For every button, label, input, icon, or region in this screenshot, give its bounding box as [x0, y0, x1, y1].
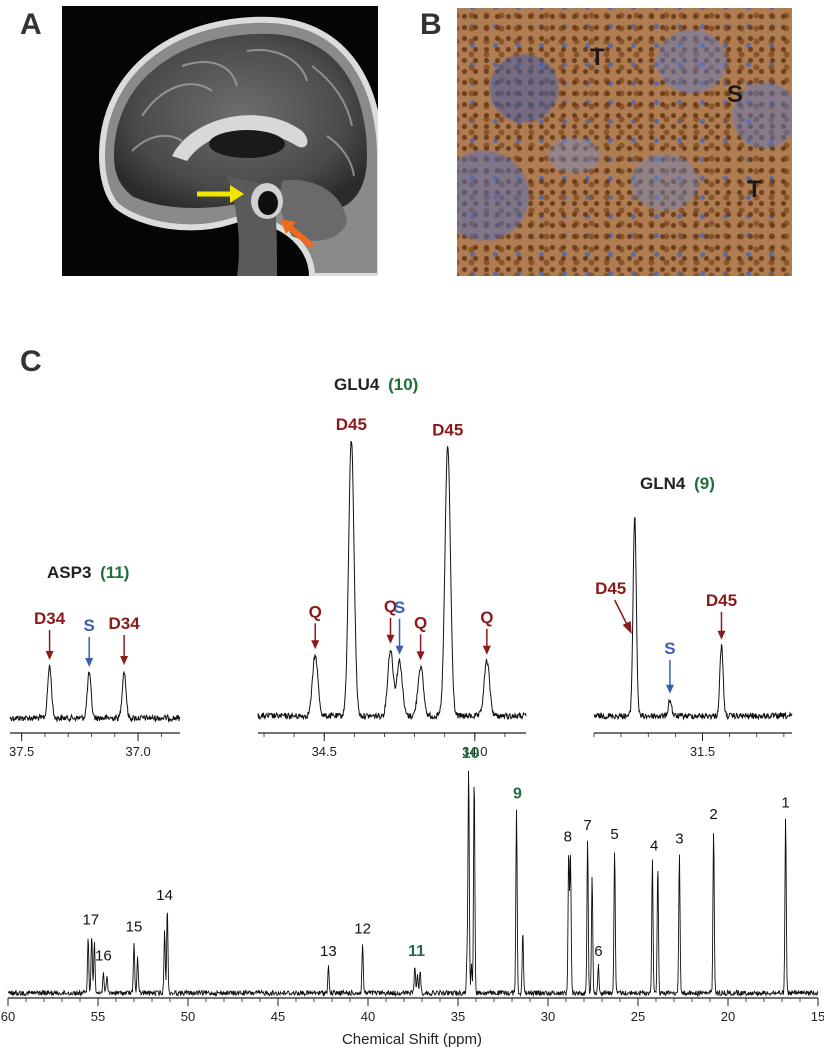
tick-label: 50	[181, 1009, 195, 1024]
peak-arrowhead	[717, 630, 726, 640]
peak-arrowhead	[311, 640, 320, 650]
tick-label: 37.5	[9, 744, 34, 759]
tick-label: 55	[91, 1009, 105, 1024]
peak-number-label: 15	[126, 918, 143, 935]
peak-arrowhead	[395, 645, 404, 655]
asp3-title: ASP3 (11)	[47, 563, 129, 582]
peak-assignment-label: S	[84, 616, 95, 635]
tick-label: 40	[361, 1009, 375, 1024]
peak-number-label: 9	[513, 786, 522, 803]
spectrum-trace	[593, 517, 793, 721]
peak-arrowhead	[482, 645, 491, 655]
peak-number-label: 6	[594, 943, 602, 960]
tick-label: 37.0	[125, 744, 150, 759]
tick-label: 60	[1, 1009, 15, 1024]
peak-arrowhead	[85, 658, 94, 667]
gyri	[131, 49, 355, 177]
orange-arrow-icon	[280, 219, 314, 249]
peak-arrowhead	[416, 651, 425, 661]
gln4-title: GLN4 (9)	[640, 474, 715, 493]
peak-assignment-label: D34	[109, 614, 141, 633]
yellow-arrow-icon	[197, 185, 244, 203]
peak-number-label: 10	[462, 745, 480, 762]
peak-number-label: 5	[610, 826, 618, 843]
peak-number-label: 3	[675, 831, 683, 848]
peak-number-label: 17	[82, 912, 99, 929]
ventricle	[209, 130, 285, 158]
peak-number-label: 2	[709, 806, 717, 823]
mri-drawing	[98, 16, 378, 276]
peak-arrowhead	[622, 621, 632, 634]
peak-assignment-label: Q	[309, 602, 322, 621]
tissue-label-tumor-2: T	[747, 176, 762, 203]
peak-assignment-label: Q	[480, 608, 493, 627]
peak-arrowhead	[386, 634, 395, 644]
tumor-cyst	[258, 191, 278, 215]
spectrum-trace	[7, 770, 819, 998]
peak-arrowhead	[45, 651, 54, 660]
peak-number-label: 11	[408, 943, 425, 960]
tick-label: 15	[811, 1009, 824, 1024]
tick-label: 34.0	[462, 744, 487, 759]
peak-number-label: 4	[650, 837, 658, 854]
peak-assignment-label: D45	[336, 415, 367, 434]
corpus-callosum	[172, 115, 308, 161]
x-axis-label: Chemical Shift (ppm)	[342, 1031, 482, 1048]
tick-label: 34.5	[312, 744, 337, 759]
peak-assignment-label: D45	[432, 421, 463, 440]
tick-label: 35	[451, 1009, 465, 1024]
spectrum-trace	[9, 664, 181, 723]
tick-label: 20	[721, 1009, 735, 1024]
panel-label-b: B	[420, 8, 442, 41]
tick-label: 45	[271, 1009, 285, 1024]
peak-number-label: 16	[95, 948, 112, 965]
peak-number-label: 1	[781, 795, 789, 812]
peak-arrowhead	[120, 656, 129, 665]
peak-assignment-label: S	[664, 639, 675, 658]
histology-image: T S T	[457, 8, 792, 276]
panel-label-c: C	[20, 345, 42, 378]
peak-number-label: 12	[354, 921, 371, 938]
peak-assignment-label: Q	[414, 613, 427, 632]
tick-label: 25	[631, 1009, 645, 1024]
inset-spectrum-gln4: 31.5 D45 S D45	[593, 517, 793, 759]
tick-label: 31.5	[690, 744, 715, 759]
inset-spectrum-asp3: 37.5 37.0 D34 S D34	[9, 609, 181, 759]
peak-arrowhead	[665, 684, 674, 694]
cerebellum	[280, 180, 347, 241]
tick-label: 30	[541, 1009, 555, 1024]
spectrum-trace	[257, 440, 527, 721]
main-spectrum: 60 55 50 45 40 35 30 25 20 1512345678910111213141…	[1, 745, 824, 1024]
peak-number-label: 14	[156, 887, 173, 904]
peak-assignment-label: D45	[706, 591, 737, 610]
glu4-title: GLU4 (10)	[334, 375, 418, 394]
panel-label-a: A	[20, 8, 42, 41]
tissue-label-tumor-1: T	[590, 44, 605, 71]
peak-number-label: 8	[564, 828, 572, 845]
tissue-label-stroma: S	[727, 81, 744, 108]
peak-assignment-label: S	[394, 598, 405, 617]
mri-sagittal-image	[62, 6, 378, 276]
peak-assignment-label: D45	[595, 579, 626, 598]
peak-number-label: 7	[583, 817, 591, 834]
peak-number-label: 13	[320, 943, 337, 960]
peak-assignment-label: D34	[34, 609, 66, 628]
peak-assignment-label: Q	[384, 597, 397, 616]
